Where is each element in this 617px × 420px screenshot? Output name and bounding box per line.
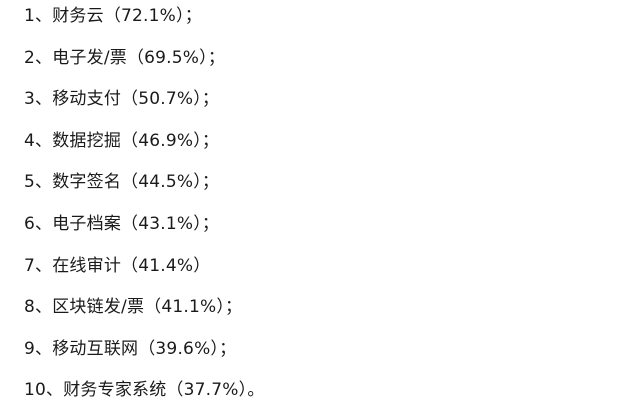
ranked-list: 1、财务云（72.1%）； 2、电子发/票（69.5%）； 3、移动支付（50.… xyxy=(24,4,265,420)
list-item: 3、移动支付（50.7%）； xyxy=(24,89,220,110)
list-item: 2、电子发/票（69.5%）； xyxy=(24,47,226,68)
list-item: 1、财务云（72.1%）； xyxy=(24,6,202,26)
list-item: 10、财务专家系统（37.7%）。 xyxy=(24,380,265,401)
list-item: 7、在线审计（41.4%） xyxy=(24,255,211,276)
list-item: 8、区块链发/票（41.1%）； xyxy=(24,297,243,318)
list-item: 6、电子档案（43.1%）； xyxy=(24,213,220,234)
list-item: 5、数字签名（44.5%）； xyxy=(24,172,220,193)
list-item: 9、移动互联网（39.6%）； xyxy=(24,338,237,359)
list-item: 4、数据挖掘（46.9%）； xyxy=(24,130,220,151)
